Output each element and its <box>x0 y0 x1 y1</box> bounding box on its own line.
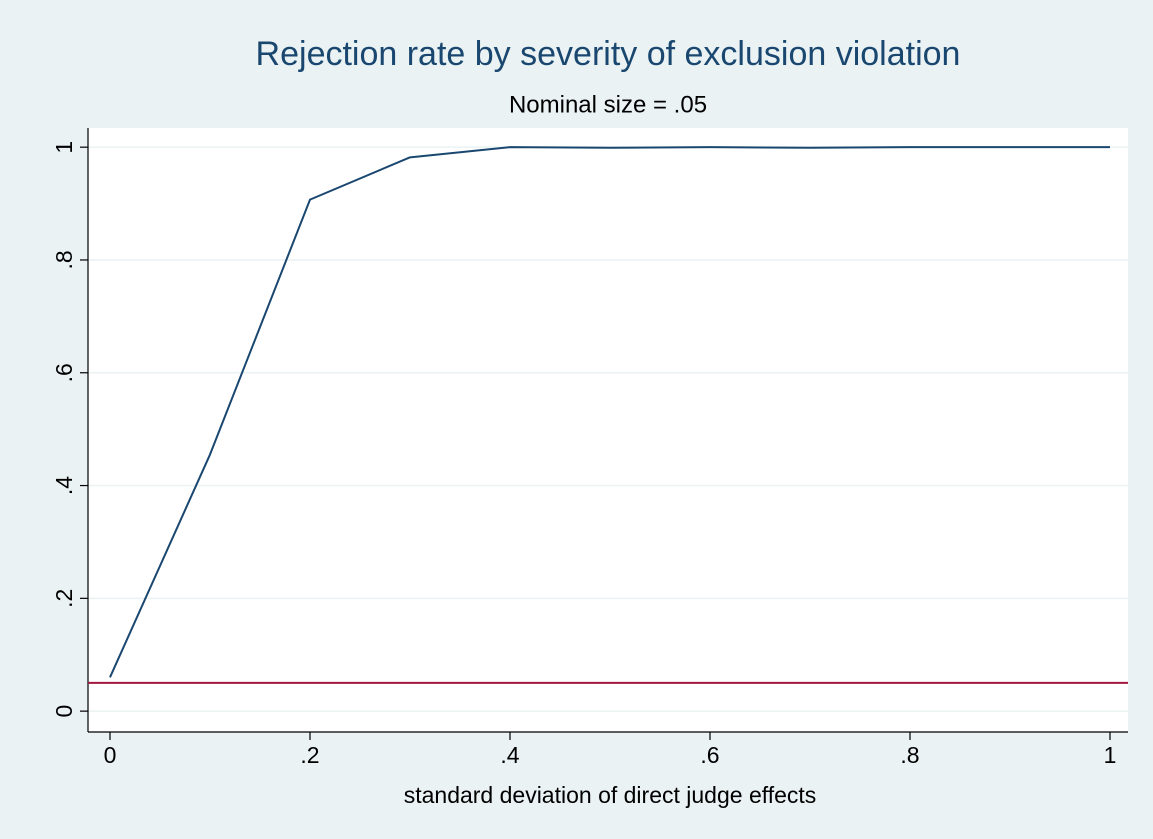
x-axis-label: standard deviation of direct judge effec… <box>404 782 817 808</box>
y-tick-label: .6 <box>51 363 77 382</box>
plot-area <box>88 128 1128 732</box>
chart-title: Rejection rate by severity of exclusion … <box>256 35 961 73</box>
y-tick-label: .2 <box>51 589 77 608</box>
y-tick-label: .4 <box>51 476 77 495</box>
x-tick-label: .8 <box>900 742 919 768</box>
x-tick-label: .6 <box>700 742 719 768</box>
x-tick-label: 0 <box>104 742 117 768</box>
chart-subtitle: Nominal size = .05 <box>509 91 707 118</box>
x-tick-label: .2 <box>300 742 319 768</box>
data-line <box>109 146 1110 678</box>
y-tick-label: .8 <box>51 250 77 269</box>
y-tick-label: 0 <box>51 705 77 718</box>
x-tick-label: 1 <box>1104 742 1117 768</box>
y-tick-label: 1 <box>51 141 77 154</box>
x-tick-label: .4 <box>500 742 519 768</box>
